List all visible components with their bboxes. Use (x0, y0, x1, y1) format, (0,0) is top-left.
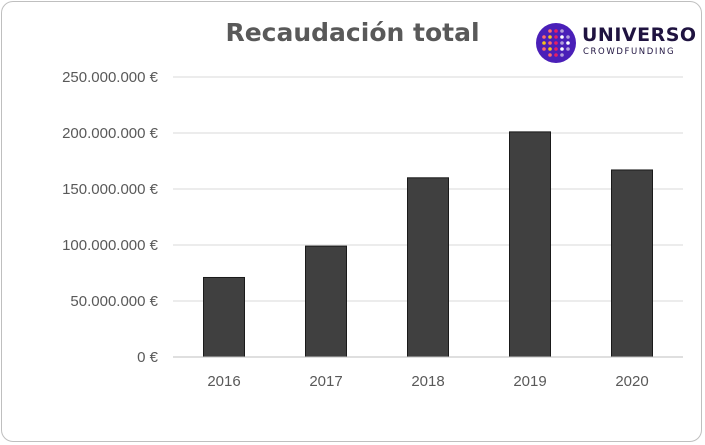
bar-2020 (611, 169, 653, 358)
bar-2018 (407, 177, 449, 358)
y-tick-label: 150.000.000 € (62, 181, 159, 198)
y-tick-label: 50.000.000 € (70, 293, 158, 310)
y-tick-label: 200.000.000 € (62, 125, 159, 142)
y-tick-label: 250.000.000 € (62, 69, 159, 86)
logo-dot (554, 35, 558, 39)
logo-dot (560, 47, 564, 51)
logo-dot (560, 35, 564, 39)
logo-dot (548, 41, 552, 45)
logo-dot (542, 35, 546, 39)
x-tick-label: 2018 (411, 373, 444, 390)
logo-dot (548, 47, 552, 51)
y-tick-label: 0 € (137, 349, 159, 366)
logo-dot (554, 29, 558, 33)
logo-dot (560, 29, 564, 33)
bar-2019 (509, 131, 551, 358)
x-tick-label: 2017 (309, 373, 342, 390)
y-tick-label: 100.000.000 € (62, 237, 159, 254)
universo-crowdfunding-logo: UNIVERSO CROWDFUNDING (536, 23, 696, 65)
logo-dot (566, 35, 570, 39)
x-tick-label: 2020 (615, 373, 648, 390)
chart-title: Recaudación total (225, 18, 480, 47)
logo-dot (566, 47, 570, 51)
logo-name: UNIVERSO (582, 24, 697, 46)
logo-dot (560, 53, 564, 57)
logo-dot (542, 41, 546, 45)
bar-2016 (203, 276, 245, 358)
x-tick-label: 2019 (513, 373, 546, 390)
x-tick-label: 2016 (207, 373, 240, 390)
logo-dot (548, 53, 552, 57)
logo-dot (554, 47, 558, 51)
logo-dot (548, 29, 552, 33)
logo-dot (554, 41, 558, 45)
logo-subtitle: CROWDFUNDING (583, 47, 676, 57)
logo-dot (548, 35, 552, 39)
logo-dots-icon (536, 23, 576, 63)
bar-2017 (305, 245, 347, 358)
logo-dot (566, 41, 570, 45)
logo-dot (554, 53, 558, 57)
logo-dot (542, 47, 546, 51)
logo-dot (560, 41, 564, 45)
